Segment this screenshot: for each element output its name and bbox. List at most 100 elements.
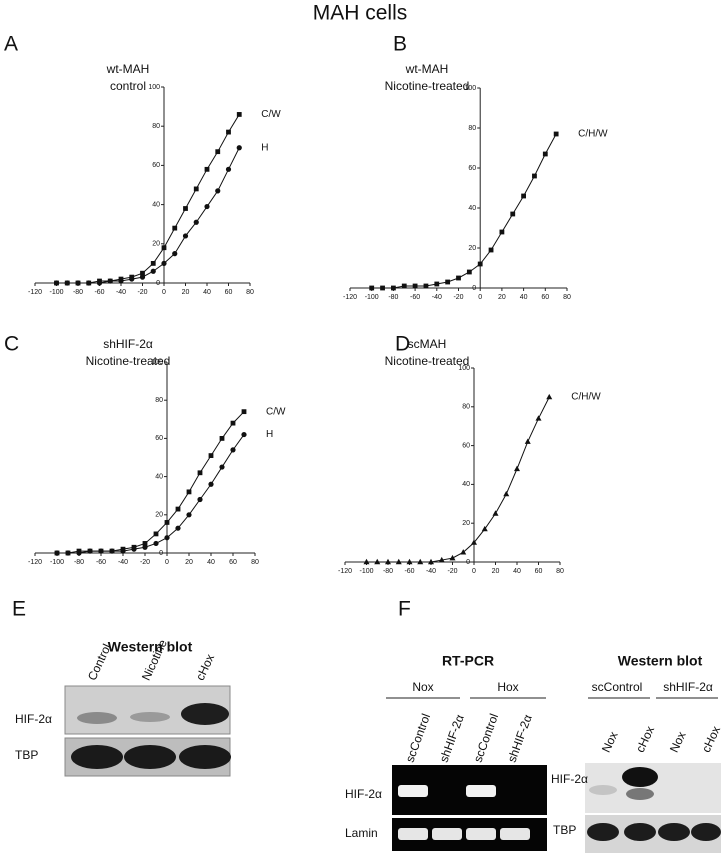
series-label: C/H/W <box>571 392 601 403</box>
data-point <box>481 525 488 532</box>
x-tick-label: 80 <box>556 568 564 575</box>
data-point <box>385 558 391 565</box>
data-point <box>142 541 148 546</box>
band <box>130 712 170 722</box>
blot-title: Western blot <box>108 639 193 655</box>
data-point <box>456 275 461 281</box>
band <box>179 745 231 769</box>
data-point <box>76 550 82 556</box>
x-tick-label: 80 <box>563 294 571 301</box>
lane-label: cHox <box>699 724 721 755</box>
chart-title: wt-MAH <box>106 62 150 76</box>
x-tick-label: -20 <box>453 294 463 301</box>
data-point <box>153 540 159 547</box>
x-tick-label: -60 <box>410 294 420 301</box>
data-point <box>197 470 203 476</box>
data-point <box>140 270 145 276</box>
data-point <box>86 280 92 286</box>
data-point <box>53 280 60 286</box>
data-point <box>164 520 170 525</box>
lane-label: Nox <box>599 729 621 754</box>
data-point <box>412 283 418 289</box>
band <box>181 703 229 725</box>
series-line <box>57 434 245 554</box>
data-point <box>204 166 210 172</box>
data-point <box>75 280 81 286</box>
lane-label: cHox <box>633 724 657 755</box>
data-point <box>98 548 104 554</box>
x-tick-label: -100 <box>359 568 373 575</box>
series-label: C/H/W <box>578 129 608 140</box>
x-tick-label: -20 <box>140 559 150 566</box>
x-tick-label: -60 <box>404 568 414 575</box>
data-point <box>153 531 159 537</box>
data-point <box>499 229 505 235</box>
data-point <box>477 261 483 267</box>
band <box>124 745 176 769</box>
data-point <box>164 535 170 541</box>
y-tick-label: 80 <box>155 397 163 404</box>
data-point <box>186 512 192 518</box>
data-point <box>488 247 494 253</box>
x-tick-label: -20 <box>137 289 147 296</box>
data-point <box>401 283 407 289</box>
series-line <box>56 147 240 284</box>
panel-e: E Western blot Control Nicotine cHox HIF… <box>12 598 231 777</box>
x-tick-label: 60 <box>535 568 543 575</box>
group-label: shHIF-2α <box>663 680 713 694</box>
panel-letter: C <box>4 333 19 356</box>
data-point <box>521 193 526 199</box>
group-label: Nox <box>412 680 433 694</box>
y-tick-label: 40 <box>468 205 476 212</box>
y-tick-label: 60 <box>155 435 163 442</box>
lane-label: Control <box>85 642 114 683</box>
x-tick-label: -60 <box>96 559 106 566</box>
line-chart: Awt-MAH control -120 -100 -80 -60 -40 -20 0 20 40 6… <box>4 33 281 296</box>
y-tick-label: 20 <box>155 512 163 519</box>
x-tick-label: -100 <box>50 559 64 566</box>
data-point <box>118 278 124 284</box>
series-line <box>371 133 557 289</box>
data-point <box>219 436 225 441</box>
lane-label: Nox <box>667 729 689 754</box>
data-point <box>107 278 113 284</box>
y-tick-label: 80 <box>468 125 476 132</box>
group-label: Hox <box>497 680 518 694</box>
band <box>466 828 496 840</box>
data-point <box>230 420 236 426</box>
y-tick-label: 60 <box>468 165 476 172</box>
data-point <box>172 251 178 257</box>
band <box>626 788 654 800</box>
band <box>589 785 617 795</box>
data-point <box>96 280 103 286</box>
data-point <box>380 285 385 291</box>
y-tick-label: 100 <box>151 359 163 366</box>
data-point <box>215 149 221 155</box>
x-tick-label: 20 <box>498 294 506 301</box>
data-point <box>445 279 451 285</box>
data-point <box>236 112 242 117</box>
x-tick-label: -80 <box>388 294 398 301</box>
panel-letter: D <box>395 333 410 356</box>
x-tick-label: 0 <box>162 289 166 296</box>
y-tick-label: 20 <box>152 241 160 248</box>
band <box>500 828 530 840</box>
x-tick-label: -80 <box>74 559 84 566</box>
data-point <box>524 438 531 444</box>
x-tick-label: 0 <box>472 568 476 575</box>
y-tick-label: 0 <box>466 559 470 566</box>
data-point <box>466 269 472 275</box>
x-tick-label: 0 <box>165 559 169 566</box>
y-tick-label: 20 <box>468 245 476 252</box>
data-point <box>208 481 214 487</box>
data-point <box>471 539 477 545</box>
data-point <box>175 525 181 531</box>
y-tick-label: 40 <box>462 481 470 488</box>
data-point <box>172 225 178 231</box>
x-tick-label: -80 <box>383 568 393 575</box>
data-point <box>230 447 236 453</box>
data-point <box>395 558 402 565</box>
